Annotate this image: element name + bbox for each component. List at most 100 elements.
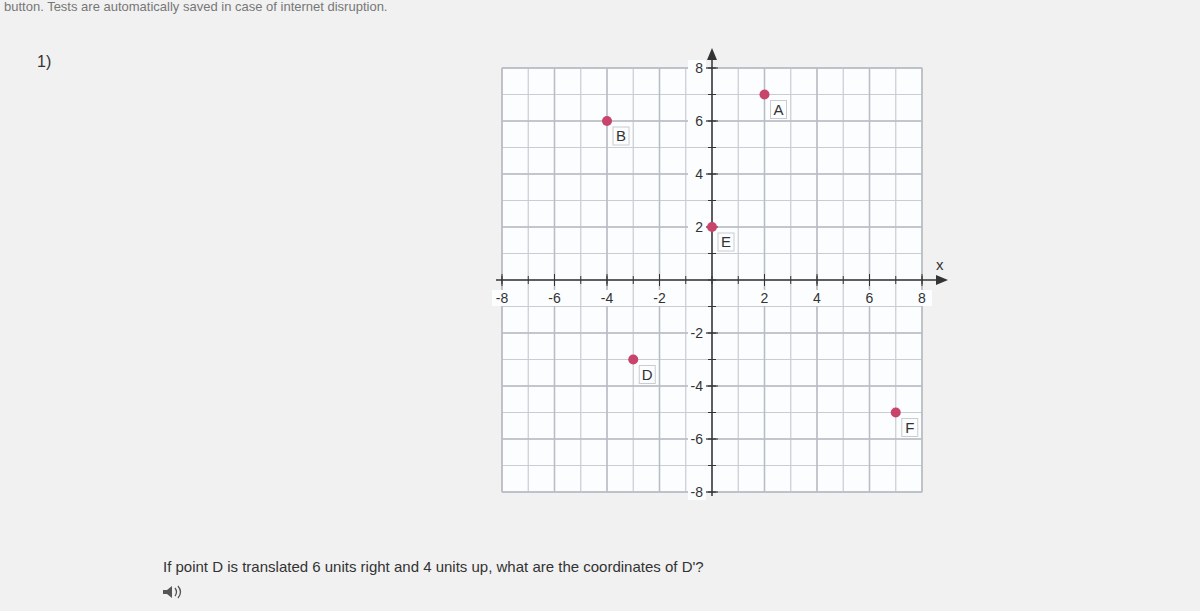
grid-line [502,359,922,360]
y-arrow [707,48,717,60]
grid-line [921,68,922,492]
grid-line [502,173,922,174]
x-tick-label: 2 [761,290,769,306]
point [891,408,901,418]
grid-line [528,68,529,492]
grid-line [502,120,922,121]
grid-line [816,68,817,492]
grid-line [502,200,922,201]
grid-line [790,68,791,492]
grid-line [764,68,765,492]
y-tick-label: -8 [691,484,704,500]
grid-line [659,68,660,492]
point-label-bg [718,233,734,251]
minor-tick [708,306,716,307]
x-tick-label: 6 [866,290,874,306]
point-label: D [642,366,653,383]
minor-tick [580,276,581,284]
point-label-bg [771,101,787,119]
label-bg [650,290,670,306]
x-tick [502,274,503,286]
question: If point D is translated 6 units right a… [163,558,704,575]
x-tick [607,274,608,286]
label-bg [688,60,706,76]
minor-tick [633,276,634,284]
grid-line [502,253,922,254]
x-tick-label: -2 [653,290,666,306]
y-tick-label: -2 [691,325,704,341]
grid-line [685,68,686,492]
y-axis [711,56,713,496]
grid-line [502,385,922,386]
grid-line [502,465,922,466]
grid-line [816,68,817,492]
point-label-bg [902,419,918,437]
grid-line [738,68,739,492]
y-tick [706,68,718,69]
x-tick-label: 8 [918,290,926,306]
grid-line [501,68,502,492]
points [602,90,901,418]
label-bg [688,219,706,235]
point [707,222,717,232]
grid-line [869,68,870,492]
grid-line [921,68,922,492]
minor-tick [708,359,716,360]
point-label: F [905,419,914,436]
x-tick-label: -4 [601,290,614,306]
grid-line [895,68,896,492]
grid-line [764,68,765,492]
y-tick-label: 8 [695,60,703,76]
point [628,355,638,365]
grid-line [502,438,922,439]
grid-line [502,94,922,95]
minor-tick [843,276,844,284]
grid-line [502,332,922,333]
speaker [163,586,172,598]
grid-line [502,491,922,492]
minor-tick [708,147,716,148]
point-label-bg [613,127,629,145]
grid-line [502,173,922,174]
minor-tick [528,276,529,284]
grid-line [606,68,607,492]
minor-tick [708,94,716,95]
label-bg [492,290,512,306]
point [760,90,770,100]
x-tick [764,274,765,286]
label-bg [807,290,827,306]
grid-line [659,68,660,492]
label-bg [688,113,706,129]
minor-tick [895,276,896,284]
minor-tick [685,276,686,284]
x-tick [922,274,923,286]
y-tick [706,121,718,122]
grid-line [606,68,607,492]
minor-tick [708,412,716,413]
label-bg [912,290,932,306]
label-bg [860,290,880,306]
grid-line [502,67,922,68]
x-tick [869,274,870,286]
point-label: B [616,127,626,144]
x-axis-label: x [936,256,944,273]
y-tick-label: -4 [691,378,704,394]
point-label-bg [639,366,655,384]
minor-tick [708,280,716,281]
x-tick [554,274,555,286]
grid-line [502,67,922,68]
grid-line [502,438,922,439]
x-tick [659,274,660,286]
grid-line [502,120,922,121]
grid-line [502,412,922,413]
audio-button[interactable] [163,586,181,598]
label-bg [688,378,706,394]
grid-line [580,68,581,492]
label-bg [688,484,706,500]
y-tick [706,333,718,334]
grid-line [633,68,634,492]
minor-tick [738,276,739,284]
x-arrow [936,275,948,285]
point-label: A [773,101,783,118]
x-tick-label: 4 [813,290,821,306]
